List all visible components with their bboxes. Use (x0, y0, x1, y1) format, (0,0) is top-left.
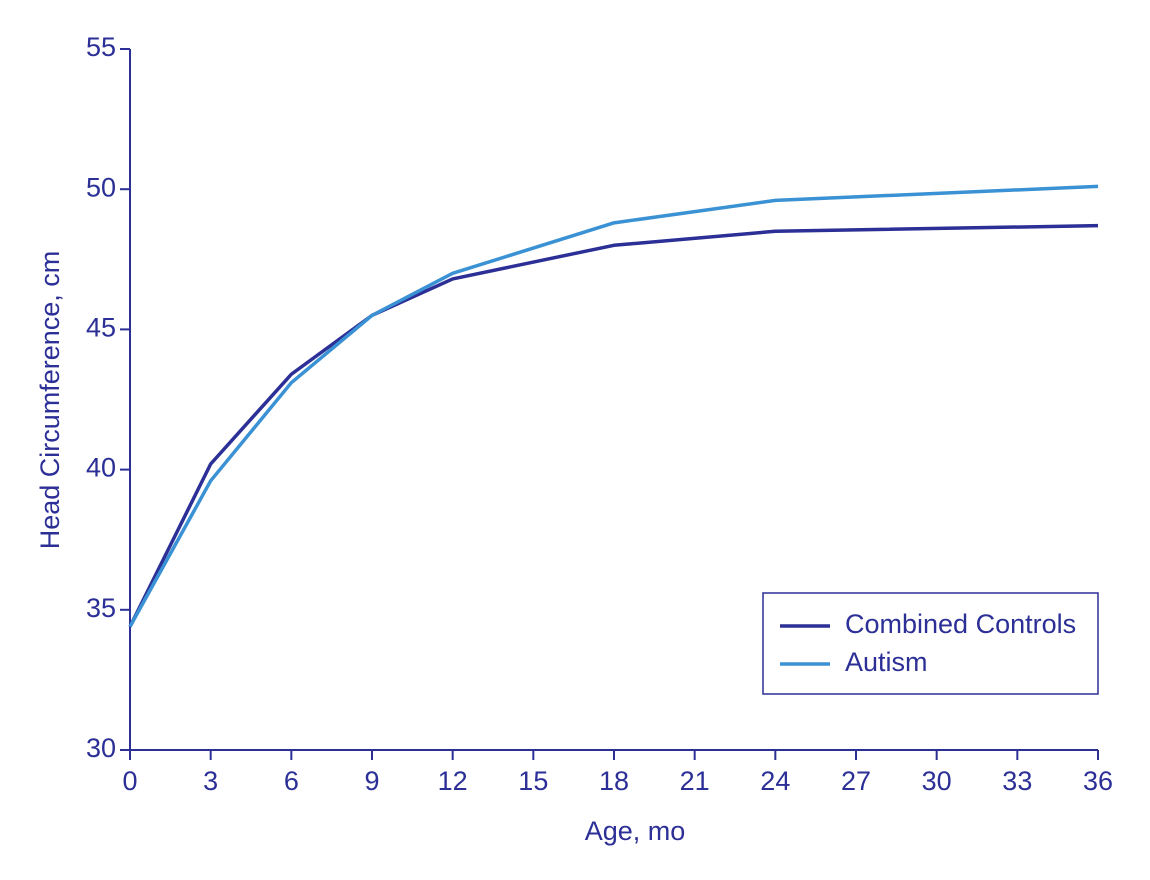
x-tick-label: 27 (841, 766, 871, 796)
x-tick-label: 24 (760, 766, 790, 796)
y-tick-label: 50 (86, 172, 116, 202)
y-tick-label: 45 (86, 313, 116, 343)
x-tick-label: 3 (203, 766, 218, 796)
legend-box (762, 592, 1099, 695)
x-axis-label: Age, mo (585, 816, 686, 846)
line (128, 223, 1099, 628)
x-tick-label: 15 (518, 766, 548, 796)
x-tick-label: 6 (284, 766, 299, 796)
x-tick-label: 30 (922, 766, 952, 796)
line (128, 184, 1099, 628)
legend-label: Combined Controls (845, 609, 1076, 639)
x-tick-label: 21 (680, 766, 710, 796)
x-tick-label: 33 (1002, 766, 1032, 796)
x-tick-label: 18 (599, 766, 629, 796)
x-tick-label: 9 (364, 766, 379, 796)
y-tick-label: 40 (86, 453, 116, 483)
y-axis-label: Head Circumference, cm (35, 251, 65, 550)
y-tick-label: 55 (86, 32, 116, 62)
x-tick-label: 12 (438, 766, 468, 796)
legend-label: Autism (845, 647, 928, 677)
x-tick-label: 0 (122, 766, 137, 796)
x-tick-label: 36 (1083, 766, 1113, 796)
y-tick-label: 30 (86, 733, 116, 763)
y-tick-label: 35 (86, 593, 116, 623)
